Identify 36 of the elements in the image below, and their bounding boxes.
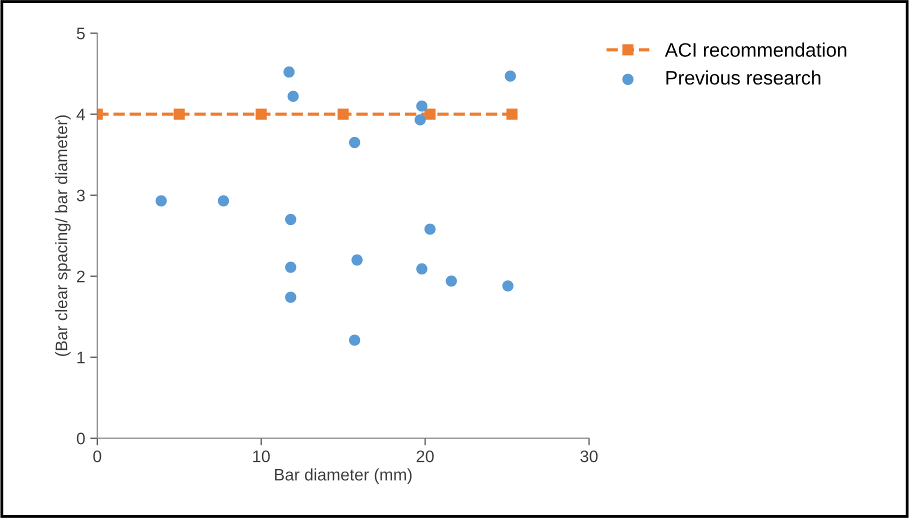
point <box>256 108 267 120</box>
y-tick-label: 5 <box>76 28 85 40</box>
point <box>414 114 426 126</box>
point <box>504 70 516 82</box>
point <box>351 254 363 266</box>
point <box>285 292 296 303</box>
point <box>285 262 296 273</box>
x-tick-label: 20 <box>416 450 434 462</box>
y-axis-title: (Bar clear spacing/ bar diameter) <box>55 115 71 356</box>
point <box>218 195 230 206</box>
y-tick-label: 1 <box>77 352 85 364</box>
point <box>338 108 349 120</box>
x-tick-label: 0 <box>93 450 102 462</box>
point <box>446 275 457 287</box>
legend-label: ACI recommendation <box>664 42 846 57</box>
point <box>285 214 296 226</box>
point <box>424 108 436 120</box>
point <box>156 195 167 206</box>
point <box>416 263 428 275</box>
point <box>174 108 185 120</box>
y-tick-label: 4 <box>76 108 85 120</box>
x-axis-title: Bar diameter (mm) <box>275 468 412 484</box>
point <box>424 224 436 235</box>
y-tick-label: 0 <box>76 432 85 444</box>
point <box>416 100 428 112</box>
y-tick-label: 2 <box>77 270 85 282</box>
point <box>283 66 295 78</box>
legend-label: Previous research <box>666 70 820 85</box>
y-tick-label: 3 <box>76 190 85 202</box>
point <box>349 136 360 148</box>
point <box>502 280 514 292</box>
point <box>288 90 299 102</box>
x-tick-label: 10 <box>253 450 270 462</box>
point <box>506 108 518 120</box>
x-tick-label: 30 <box>580 450 598 462</box>
point <box>349 334 360 346</box>
